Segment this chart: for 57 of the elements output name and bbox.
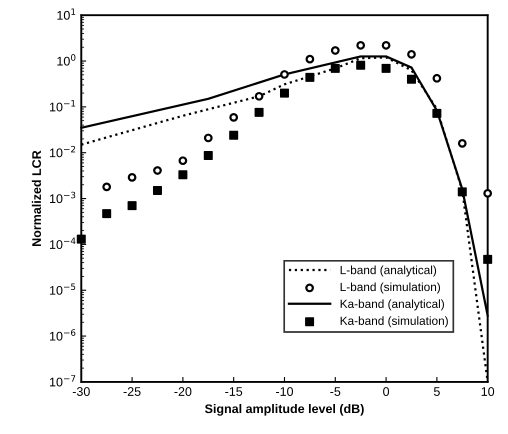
point bbox=[128, 172, 136, 182]
point bbox=[483, 188, 492, 198]
x-tick-label: -30 bbox=[72, 387, 90, 396]
point bbox=[204, 150, 213, 160]
y-tick-label: 10$^{−1}$ bbox=[50, 100, 76, 112]
point bbox=[204, 134, 213, 142]
point bbox=[254, 92, 264, 101]
legend-label: Ka-band (simulation) bbox=[340, 316, 448, 328]
point bbox=[330, 64, 340, 73]
point bbox=[382, 40, 390, 50]
y-axis-title: Normalized LCR bbox=[32, 150, 42, 246]
point bbox=[305, 72, 314, 82]
point bbox=[432, 108, 442, 118]
legend-label: Ka-band (analytical) bbox=[340, 299, 444, 310]
point bbox=[229, 113, 238, 122]
point bbox=[407, 50, 416, 59]
y-tick-label: 10$^{−4}$ bbox=[50, 238, 76, 249]
x-tick-label: -5 bbox=[330, 387, 340, 396]
point bbox=[102, 209, 112, 218]
point bbox=[458, 138, 467, 148]
point bbox=[178, 170, 188, 180]
point bbox=[306, 54, 314, 64]
point bbox=[483, 254, 492, 264]
y-tick-label: 10$^{1}$ bbox=[57, 8, 76, 20]
point bbox=[356, 40, 366, 50]
x-tick-label: -25 bbox=[124, 387, 141, 396]
x-tick-label: 0 bbox=[383, 387, 390, 396]
y-tick-label: 10$^{−7}$ bbox=[50, 375, 76, 386]
y-tick-label: 10$^{−5}$ bbox=[50, 284, 76, 295]
y-tick-label: 10$^{−2}$ bbox=[50, 146, 76, 158]
x-tick-label: 5 bbox=[434, 387, 440, 396]
point bbox=[432, 74, 442, 83]
point bbox=[229, 130, 238, 140]
point bbox=[102, 182, 112, 192]
legend-label: L-band (simulation) bbox=[340, 282, 440, 294]
point bbox=[330, 46, 340, 55]
point bbox=[406, 74, 416, 84]
point bbox=[152, 186, 162, 195]
point bbox=[280, 70, 289, 79]
point bbox=[458, 187, 467, 196]
y-tick-label: 10$^{−6}$ bbox=[50, 329, 76, 341]
x-tick-label: -15 bbox=[225, 387, 242, 396]
point bbox=[178, 156, 188, 166]
point bbox=[254, 108, 264, 117]
x-tick-label: -20 bbox=[174, 387, 192, 396]
point bbox=[153, 166, 162, 175]
x-axis-title: Signal amplitude level (dB) bbox=[204, 404, 364, 416]
y-tick-label: 10$^{0}$ bbox=[57, 54, 76, 66]
x-tick-label: 10 bbox=[482, 387, 494, 396]
y-tick-label: 10$^{−3}$ bbox=[50, 192, 76, 204]
point bbox=[128, 201, 137, 210]
point bbox=[382, 64, 391, 73]
x-tick-label: -10 bbox=[276, 387, 294, 396]
point bbox=[280, 88, 289, 98]
point bbox=[356, 60, 366, 70]
legend-label: L-band (analytical) bbox=[340, 266, 436, 277]
point bbox=[76, 234, 86, 244]
